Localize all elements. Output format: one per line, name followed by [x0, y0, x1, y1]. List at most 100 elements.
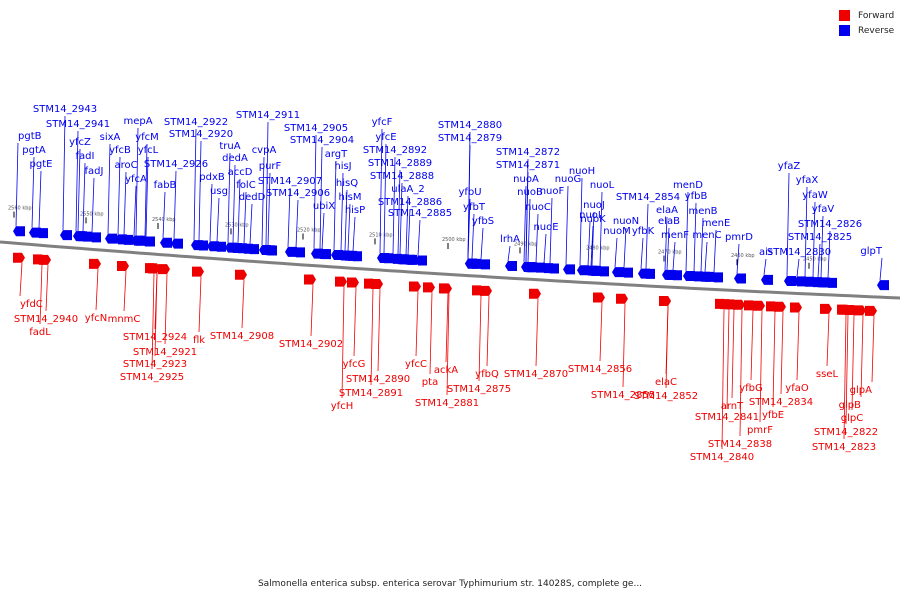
gene-arrow[interactable]	[472, 285, 484, 296]
gene-label[interactable]: nuoL	[590, 180, 615, 191]
gene-label[interactable]: STM14_2825	[788, 232, 852, 243]
gene-label[interactable]: nuoI	[579, 210, 601, 221]
gene-label[interactable]: STM14_2879	[438, 133, 502, 144]
gene-label[interactable]: yfaZ	[778, 161, 801, 172]
gene-label[interactable]: STM14_2871	[496, 160, 560, 171]
gene-label[interactable]: STM14_2852	[634, 391, 698, 402]
gene-arrow[interactable]	[265, 245, 277, 256]
gene-label[interactable]: sixA	[100, 132, 121, 143]
gene-label[interactable]: yfcE	[375, 132, 396, 143]
gene-label[interactable]: nuoH	[569, 166, 595, 177]
gene-arrow[interactable]	[547, 263, 559, 274]
gene-label[interactable]: fadL	[29, 327, 51, 338]
gene-arrow[interactable]	[753, 300, 765, 311]
gene-label[interactable]: STM14_2822	[814, 427, 878, 438]
gene-arrow[interactable]	[158, 264, 170, 275]
gene-label[interactable]: STM14_2907	[258, 176, 322, 187]
gene-label[interactable]: yfaW	[802, 190, 828, 201]
gene-label[interactable]: STM14_2925	[120, 372, 184, 383]
gene-label[interactable]: fadI	[76, 151, 95, 162]
gene-arrow[interactable]	[247, 244, 259, 255]
gene-label[interactable]: STM14_2943	[33, 104, 97, 115]
gene-label[interactable]: STM14_2886	[378, 197, 442, 208]
gene-label[interactable]: nuoB	[517, 187, 543, 198]
gene-label[interactable]: yfcM	[135, 132, 159, 143]
gene-arrow[interactable]	[612, 267, 624, 278]
gene-arrow[interactable]	[616, 293, 628, 304]
gene-arrow[interactable]	[13, 226, 25, 237]
gene-label[interactable]: STM14_2923	[123, 359, 187, 370]
gene-arrow[interactable]	[478, 259, 490, 270]
gene-label[interactable]: nuoM	[603, 226, 630, 237]
gene-label[interactable]: dedD	[239, 192, 266, 203]
gene-label[interactable]: yfaO	[785, 383, 809, 394]
gene-arrow[interactable]	[364, 278, 376, 289]
gene-arrow[interactable]	[588, 265, 600, 276]
gene-label[interactable]: arnT	[721, 401, 744, 412]
gene-label[interactable]: menB	[688, 206, 717, 217]
gene-label[interactable]: pgtB	[18, 131, 42, 142]
gene-arrow[interactable]	[854, 305, 866, 316]
gene-label[interactable]: elaB	[658, 216, 680, 227]
gene-arrow[interactable]	[774, 301, 786, 312]
gene-label[interactable]: yfcF	[372, 117, 393, 128]
gene-arrow[interactable]	[659, 296, 671, 307]
gene-label[interactable]: glpA	[850, 385, 872, 396]
gene-arrow[interactable]	[525, 262, 537, 273]
gene-arrow[interactable]	[533, 262, 545, 273]
gene-label[interactable]: yfbK	[632, 226, 655, 237]
gene-label[interactable]: accD	[228, 167, 253, 178]
gene-arrow[interactable]	[670, 270, 682, 281]
gene-arrow[interactable]	[13, 252, 25, 263]
gene-label[interactable]: menD	[673, 180, 703, 191]
gene-arrow[interactable]	[335, 276, 347, 287]
gene-label[interactable]: yfcH	[331, 401, 353, 412]
gene-label[interactable]: STM14_2834	[749, 397, 813, 408]
gene-label[interactable]: STM14_2888	[370, 171, 434, 182]
gene-label[interactable]: yfaV	[812, 204, 835, 215]
gene-label[interactable]: ulaA_2	[391, 184, 424, 195]
gene-arrow[interactable]	[423, 282, 435, 293]
gene-arrow[interactable]	[319, 249, 331, 260]
gene-arrow[interactable]	[33, 254, 45, 265]
gene-label[interactable]: STM14_2904	[290, 135, 354, 146]
gene-label[interactable]: nuoA	[513, 174, 539, 185]
gene-label[interactable]: STM14_2920	[169, 129, 233, 140]
gene-arrow[interactable]	[815, 277, 827, 288]
gene-label[interactable]: lrhA	[500, 234, 520, 245]
gene-label[interactable]: nuoN	[613, 216, 639, 227]
gene-arrow[interactable]	[350, 251, 362, 262]
gene-arrow[interactable]	[415, 255, 427, 266]
gene-arrow[interactable]	[235, 269, 247, 280]
gene-label[interactable]: dedA	[222, 153, 248, 164]
gene-label[interactable]: pmrF	[747, 425, 773, 436]
gene-arrow[interactable]	[36, 228, 48, 239]
gene-label[interactable]: STM14_2854	[616, 192, 680, 203]
gene-arrow[interactable]	[440, 283, 452, 294]
gene-arrow[interactable]	[577, 265, 589, 276]
gene-arrow[interactable]	[593, 292, 605, 303]
gene-label[interactable]: elaA	[656, 205, 678, 216]
gene-label[interactable]: nuoJ	[583, 200, 605, 211]
gene-label[interactable]: STM14_2926	[144, 159, 208, 170]
gene-label[interactable]: fabB	[154, 180, 177, 191]
gene-label[interactable]: STM14_2880	[438, 120, 502, 131]
gene-label[interactable]: STM14_2855	[591, 390, 655, 401]
gene-arrow[interactable]	[621, 267, 633, 278]
gene-arrow[interactable]	[469, 258, 481, 269]
gene-label[interactable]: menE	[702, 218, 731, 229]
gene-label[interactable]: STM14_2870	[504, 369, 568, 380]
gene-label[interactable]: mepA	[123, 116, 152, 127]
gene-label[interactable]: STM14_2840	[690, 452, 754, 463]
gene-label[interactable]: mnmC	[108, 314, 141, 325]
gene-label[interactable]: folC	[236, 180, 255, 191]
gene-label[interactable]: flk	[193, 335, 205, 346]
gene-arrow[interactable]	[196, 240, 208, 251]
gene-label[interactable]: glpC	[841, 413, 863, 424]
gene-label[interactable]: yfcN	[85, 313, 107, 324]
gene-label[interactable]: STM14_2830	[767, 247, 831, 258]
gene-label[interactable]: STM14_2875	[447, 384, 511, 395]
gene-label[interactable]: hisJ	[334, 161, 351, 172]
gene-label[interactable]: STM14_2941	[46, 119, 110, 130]
gene-label[interactable]: STM14_2881	[415, 398, 479, 409]
